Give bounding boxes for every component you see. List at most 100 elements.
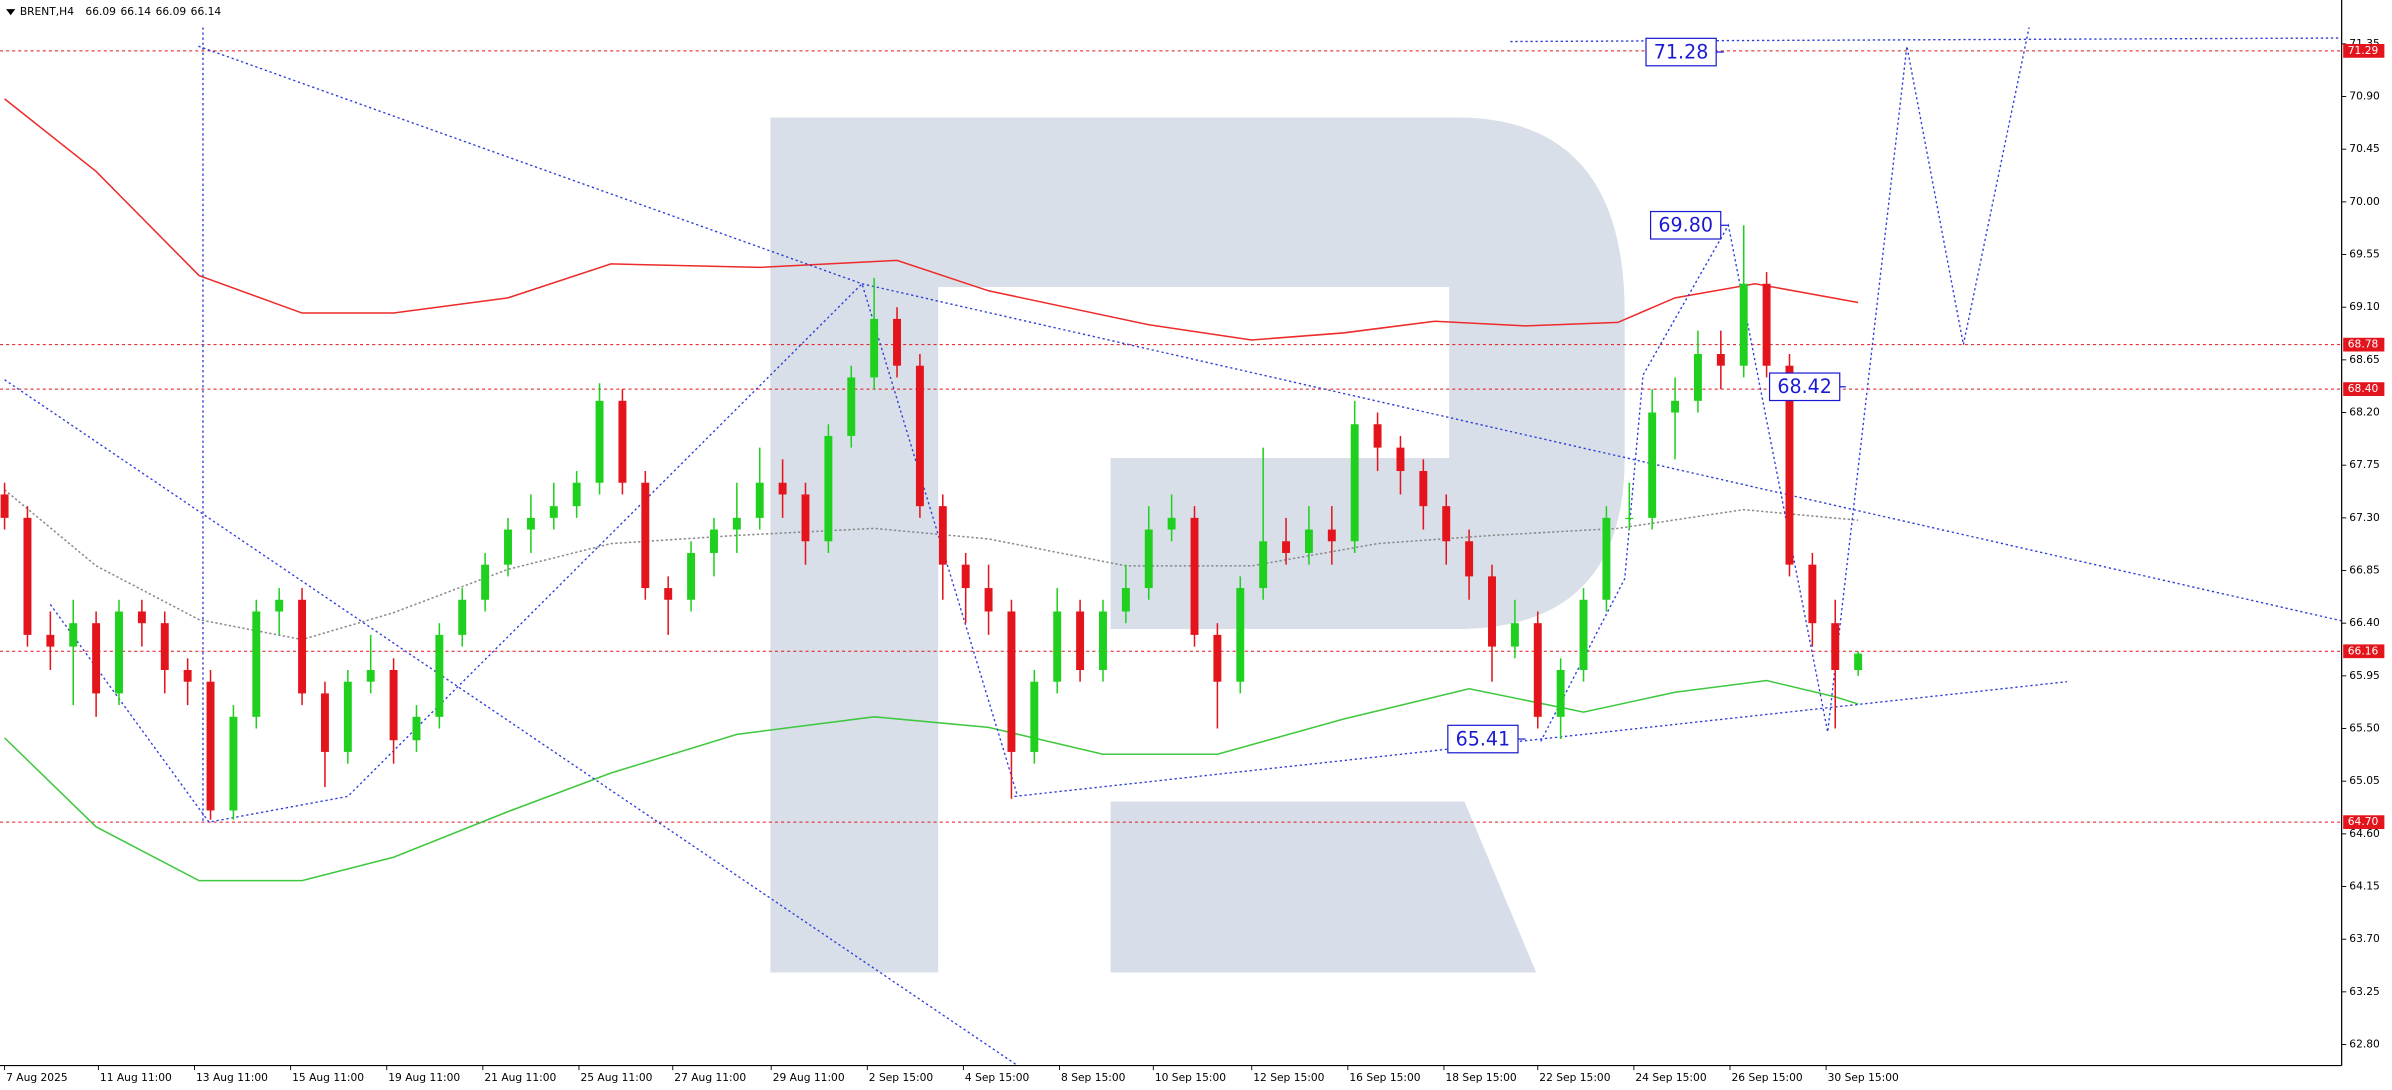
x-tick-label: 15 Aug 11:00 xyxy=(292,1071,364,1084)
x-tick-label: 2 Sep 15:00 xyxy=(869,1071,934,1084)
candle-body xyxy=(709,529,718,553)
candle-body xyxy=(549,506,558,518)
candle-body xyxy=(1144,529,1153,589)
candle-body xyxy=(847,377,856,436)
candle-body xyxy=(1213,634,1222,682)
y-tick-label: 70.45 xyxy=(2349,142,2380,155)
trend-line xyxy=(1540,27,2030,742)
candle-body xyxy=(1785,365,1794,565)
y-tick-label: 70.00 xyxy=(2349,195,2380,208)
annotation-label: 71.28 xyxy=(1654,41,1709,63)
y-tick-label: 65.50 xyxy=(2349,722,2380,735)
candle-body xyxy=(1007,611,1016,752)
candle-body xyxy=(1373,424,1382,448)
candle-body xyxy=(46,634,55,647)
menu-arrow[interactable] xyxy=(6,9,16,16)
candle-body xyxy=(1396,447,1405,472)
x-tick-label: 10 Sep 15:00 xyxy=(1155,1071,1226,1084)
watermark-leg xyxy=(1110,801,1537,973)
x-tick-label: 16 Sep 15:00 xyxy=(1349,1071,1420,1084)
x-tick-label: 7 Aug 2025 xyxy=(6,1071,68,1084)
candle-body xyxy=(1121,588,1130,612)
x-tick-label: 21 Aug 11:00 xyxy=(484,1071,556,1084)
y-tick-label: 67.75 xyxy=(2349,458,2380,471)
candle-body xyxy=(343,681,352,752)
candle-body xyxy=(1671,400,1680,413)
moving-average xyxy=(4,679,1859,882)
y-tick-label: 68.65 xyxy=(2349,353,2380,366)
x-tick-label: 30 Sep 15:00 xyxy=(1828,1071,1899,1084)
x-tick-label: 26 Sep 15:00 xyxy=(1732,1071,1803,1084)
candle-body xyxy=(893,318,901,366)
x-tick-label: 18 Sep 15:00 xyxy=(1445,1071,1516,1084)
quote: 66.14 xyxy=(121,5,152,18)
candle-body xyxy=(1053,611,1062,682)
level-label: 68.40 xyxy=(2348,382,2379,395)
x-tick-label: 22 Sep 15:00 xyxy=(1539,1071,1610,1084)
candle-body xyxy=(1442,506,1451,542)
candle-body xyxy=(1350,424,1359,542)
candle-body xyxy=(229,716,238,811)
candle-body xyxy=(1304,529,1313,553)
candle-body xyxy=(320,693,329,752)
level-badge xyxy=(2343,337,2385,352)
y-tick-label: 62.80 xyxy=(2349,1038,2380,1051)
candle-body xyxy=(206,681,215,811)
candle-body xyxy=(755,482,764,518)
candle-body xyxy=(412,716,421,741)
candle-body xyxy=(1236,588,1245,682)
x-tick-label: 13 Aug 11:00 xyxy=(196,1071,268,1084)
candle-body xyxy=(961,564,970,589)
candle-body xyxy=(1762,283,1771,366)
candle-body xyxy=(801,494,810,542)
candle-body xyxy=(69,623,78,647)
candle-body xyxy=(0,494,9,518)
level-label: 71.29 xyxy=(2348,44,2379,57)
candle-body xyxy=(115,611,123,694)
candle-body xyxy=(984,588,993,612)
plot-area xyxy=(0,27,2342,1066)
candle-body xyxy=(1602,517,1611,600)
candle-body xyxy=(1533,623,1542,717)
y-tick-label: 66.40 xyxy=(2349,616,2380,629)
level-badge xyxy=(2343,644,2385,659)
candle-body xyxy=(1167,517,1176,530)
candle-body xyxy=(1327,529,1336,542)
y-tick-label: 70.90 xyxy=(2349,90,2380,103)
level-badge xyxy=(2343,382,2385,396)
candle-body xyxy=(1465,541,1474,577)
candle-body xyxy=(1739,283,1748,366)
level-badge xyxy=(2343,44,2385,58)
annotation-box xyxy=(1649,210,1722,240)
candle-body xyxy=(137,611,146,624)
y-tick-label: 65.95 xyxy=(2349,669,2380,682)
y-tick-label: 64.15 xyxy=(2349,880,2380,893)
candle-body xyxy=(389,669,398,741)
y-tick-label: 68.20 xyxy=(2349,406,2380,419)
candle-body xyxy=(1510,623,1519,647)
x-tick-label: 4 Sep 15:00 xyxy=(965,1071,1030,1084)
annotation-box xyxy=(1768,372,1841,402)
annotation-label: 69.80 xyxy=(1658,215,1713,237)
x-tick-label: 25 Aug 11:00 xyxy=(580,1071,652,1084)
x-tick-label: 8 Sep 15:00 xyxy=(1061,1071,1126,1084)
y-tick-label: 64.60 xyxy=(2349,827,2380,840)
candle-body xyxy=(275,599,284,612)
candle-body xyxy=(1693,354,1702,401)
annotation-label: 68.42 xyxy=(1777,376,1832,398)
candle-body xyxy=(1190,517,1199,635)
candle-body xyxy=(1831,623,1840,670)
quote: 66.14 xyxy=(191,5,222,18)
candle-body xyxy=(435,634,444,717)
candle-body xyxy=(504,529,512,565)
y-tick-label: 69.10 xyxy=(2349,300,2380,313)
quote: 66.09 xyxy=(156,5,187,18)
candle-body xyxy=(252,611,261,717)
candle-body xyxy=(23,517,32,635)
y-tick-label: 63.25 xyxy=(2349,985,2380,998)
candle-body xyxy=(1419,471,1428,507)
candle-body xyxy=(481,564,490,600)
y-tick-label: 65.05 xyxy=(2349,774,2380,787)
